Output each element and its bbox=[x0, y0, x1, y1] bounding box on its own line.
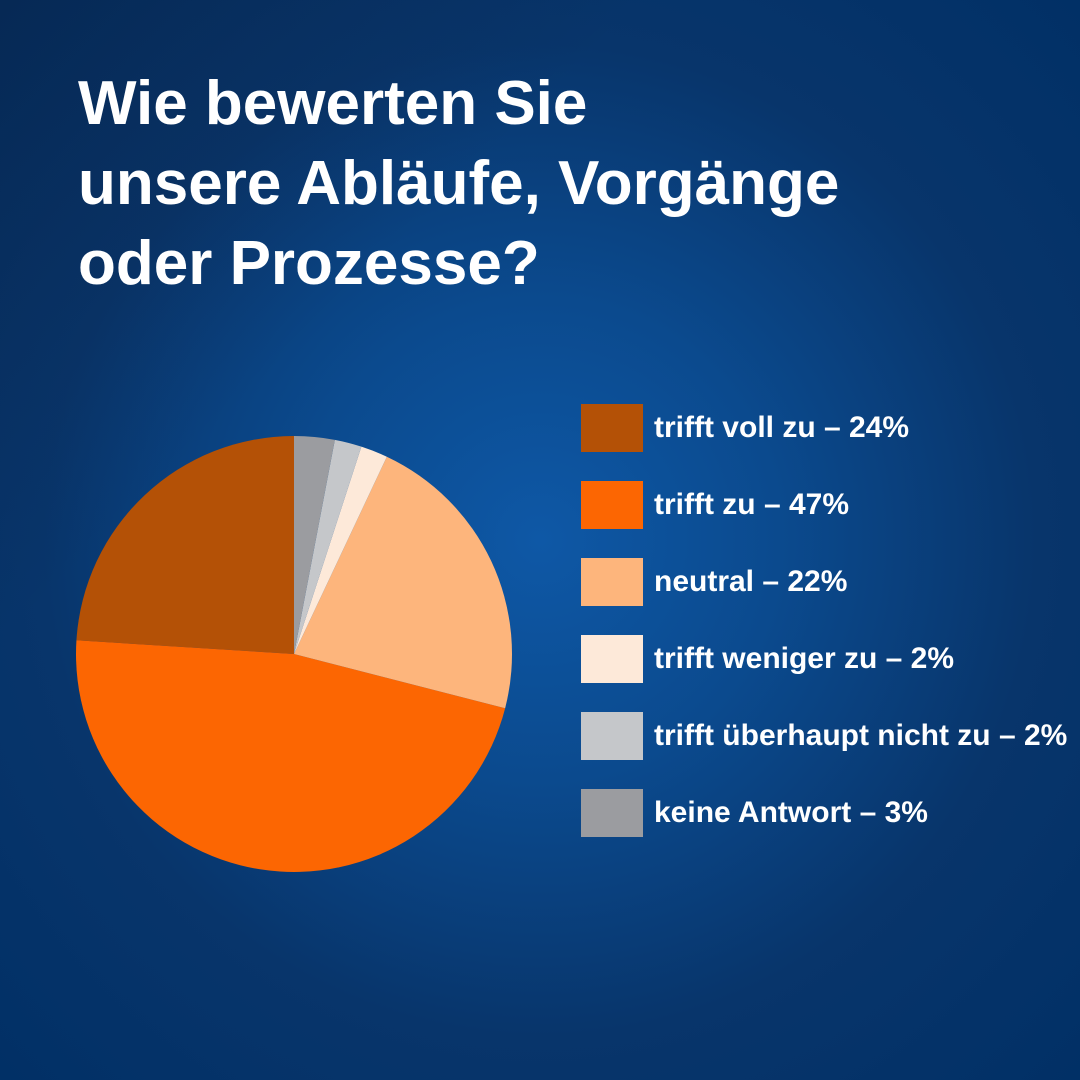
legend-swatch-trifft-ueberhaupt-nicht-zu bbox=[581, 712, 643, 760]
legend-item-trifft-ueberhaupt-nicht-zu: trifft überhaupt nicht zu – 2% bbox=[581, 712, 1067, 760]
page-title: Wie bewerten Sie unsere Abläufe, Vorgäng… bbox=[78, 64, 839, 304]
legend-swatch-keine-antwort bbox=[581, 789, 643, 837]
legend-swatch-trifft-weniger-zu bbox=[581, 635, 643, 683]
legend: trifft voll zu – 24% trifft zu – 47% neutr… bbox=[581, 404, 1067, 866]
legend-swatch-neutral bbox=[581, 558, 643, 606]
legend-label-keine-antwort: keine Antwort – 3% bbox=[654, 796, 928, 829]
page-title-line-1: Wie bewerten Sie bbox=[78, 69, 588, 138]
pie-slice-trifft-zu bbox=[76, 640, 506, 872]
legend-label-trifft-ueberhaupt-nicht-zu: trifft überhaupt nicht zu – 2% bbox=[654, 719, 1068, 752]
legend-item-trifft-voll-zu: trifft voll zu – 24% bbox=[581, 404, 1067, 452]
legend-label-trifft-voll-zu: trifft voll zu – 24% bbox=[654, 411, 910, 444]
pie-slice-trifft-weniger-zu bbox=[294, 446, 387, 654]
page-title-line-2: unsere Abläufe, Vorgänge bbox=[78, 149, 840, 218]
legend-label-neutral: neutral – 22% bbox=[654, 565, 848, 598]
legend-item-trifft-zu: trifft zu – 47% bbox=[581, 481, 1067, 529]
legend-swatch-trifft-voll-zu bbox=[581, 404, 643, 452]
legend-label-trifft-weniger-zu: trifft weniger zu – 2% bbox=[654, 642, 955, 675]
page-title-line-3: oder Prozesse? bbox=[78, 229, 540, 298]
pie-slice-keine-antwort bbox=[294, 436, 335, 654]
pie-slice-trifft-ueberhaupt-nicht-zu bbox=[294, 439, 362, 654]
legend-item-neutral: neutral – 22% bbox=[581, 558, 1067, 606]
legend-swatch-trifft-zu bbox=[581, 481, 643, 529]
pie-slice-trifft-voll-zu bbox=[76, 436, 295, 654]
legend-item-keine-antwort: keine Antwort – 3% bbox=[581, 789, 1067, 837]
legend-item-trifft-weniger-zu: trifft weniger zu – 2% bbox=[581, 635, 1067, 683]
legend-label-trifft-zu: trifft zu – 47% bbox=[654, 488, 850, 521]
pie-chart bbox=[76, 436, 512, 872]
pie-slice-neutral bbox=[294, 456, 512, 709]
